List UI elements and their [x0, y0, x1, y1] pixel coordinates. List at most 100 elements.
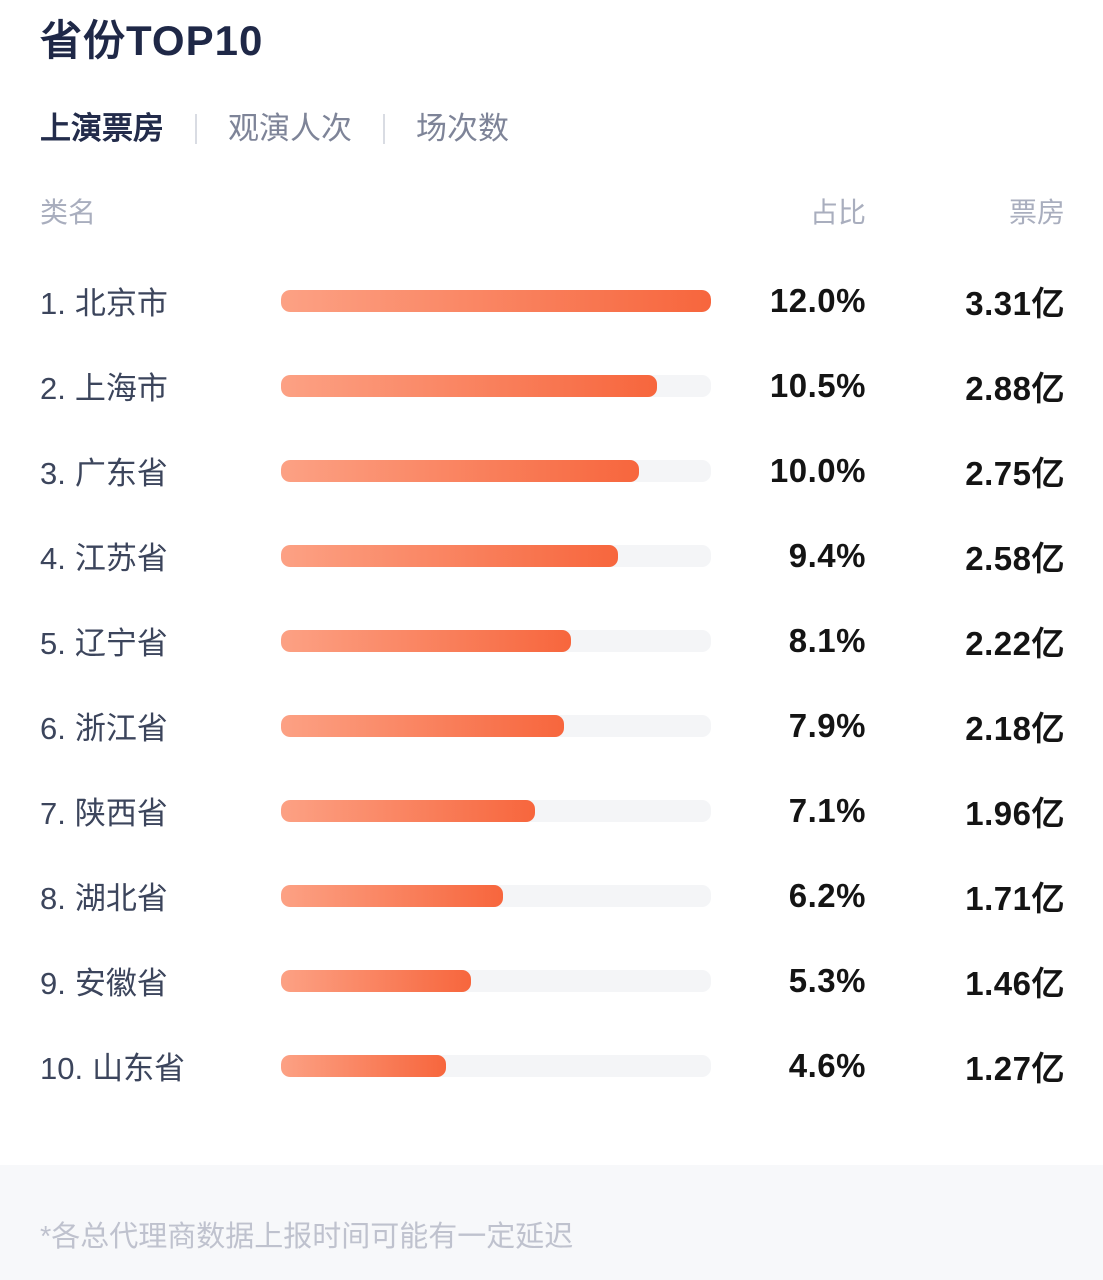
share-percent-value: 9.4% — [788, 536, 866, 574]
bar-fill — [281, 884, 504, 907]
bar-cell — [281, 374, 711, 397]
boxoffice-value: 2.58亿 — [965, 539, 1065, 577]
ranking-list: 1. 北京市 12.0% 3.31亿 2. 上海市 10.5% 2.88亿 3. 广东… — [40, 258, 1065, 1108]
table-row: 4. 江苏省 9.4% 2.58亿 — [40, 513, 1065, 598]
province-label: 1. 北京市 — [40, 278, 281, 323]
footer-note: *各总代理商数据上报时间可能有一定延迟 — [40, 1221, 574, 1253]
column-header-boxoffice: 票房 — [1008, 197, 1065, 228]
province-label: 3. 广东省 — [40, 448, 281, 493]
bar-cell — [281, 714, 711, 737]
bar-cell — [281, 544, 711, 567]
province-label: 10. 山东省 — [40, 1043, 281, 1088]
boxoffice-value: 2.75亿 — [965, 454, 1065, 492]
column-header-share: 占比 — [809, 197, 866, 228]
bar-fill — [281, 969, 471, 992]
rank-number: 4. — [40, 541, 66, 576]
share-percent-value: 6.2% — [788, 876, 866, 914]
province-label: 8. 湖北省 — [40, 873, 281, 918]
bar-fill — [281, 544, 618, 567]
table-row: 6. 浙江省 7.9% 2.18亿 — [40, 683, 1065, 768]
share-percent-value: 5.3% — [788, 961, 866, 999]
bar-track — [281, 884, 711, 907]
table-row: 10. 山东省 4.6% 1.27亿 — [40, 1023, 1065, 1108]
table-header: 类名 占比 票房 — [40, 196, 1065, 230]
bar-track — [281, 714, 711, 737]
table-row: 3. 广东省 10.0% 2.75亿 — [40, 428, 1065, 513]
bar-cell — [281, 969, 711, 992]
tab-bar: 上演票房 观演人次 场次数 — [40, 108, 1065, 150]
table-row: 2. 上海市 10.5% 2.88亿 — [40, 343, 1065, 428]
rank-number: 3. — [40, 456, 66, 491]
bar-track — [281, 374, 711, 397]
bar-fill — [281, 1054, 446, 1077]
share-percent-value: 7.1% — [788, 791, 866, 829]
bar-track — [281, 544, 711, 567]
column-header-name: 类名 — [40, 197, 97, 228]
share-percent-value: 7.9% — [788, 706, 866, 744]
province-label: 9. 安徽省 — [40, 958, 281, 1003]
boxoffice-value: 1.96亿 — [965, 794, 1065, 832]
bar-fill — [281, 289, 711, 312]
boxoffice-value: 1.71亿 — [965, 879, 1065, 917]
province-label: 2. 上海市 — [40, 363, 281, 408]
share-percent-value: 4.6% — [788, 1046, 866, 1084]
province-name: 上海市 — [74, 371, 168, 406]
bar-fill — [281, 629, 572, 652]
share-percent-value: 10.0% — [769, 451, 866, 489]
bar-cell — [281, 799, 711, 822]
boxoffice-value: 3.31亿 — [965, 284, 1065, 322]
province-top10-panel: 省份TOP10 上演票房 观演人次 场次数 类名 占比 票房 1. 北京市 12.… — [40, 17, 1065, 1108]
province-name: 浙江省 — [74, 711, 168, 746]
table-row: 9. 安徽省 5.3% 1.46亿 — [40, 938, 1065, 1023]
bar-fill — [281, 714, 565, 737]
province-name: 安徽省 — [74, 966, 168, 1001]
bar-cell — [281, 629, 711, 652]
share-percent-value: 8.1% — [788, 621, 866, 659]
province-name: 陕西省 — [74, 796, 168, 831]
province-name: 辽宁省 — [74, 626, 168, 661]
tab-audience-count[interactable]: 观演人次 — [228, 111, 352, 146]
bar-track — [281, 1054, 711, 1077]
rank-number: 5. — [40, 626, 66, 661]
table-row: 1. 北京市 12.0% 3.31亿 — [40, 258, 1065, 343]
share-percent-value: 10.5% — [769, 366, 866, 404]
rank-number: 9. — [40, 966, 66, 1001]
rank-number: 1. — [40, 286, 66, 321]
province-name: 湖北省 — [74, 881, 168, 916]
bar-track — [281, 629, 711, 652]
bar-track — [281, 289, 711, 312]
rank-number: 7. — [40, 796, 66, 831]
footer-note-bar: *各总代理商数据上报时间可能有一定延迟 — [0, 1165, 1103, 1280]
boxoffice-value: 2.22亿 — [965, 624, 1065, 662]
province-label: 5. 辽宁省 — [40, 618, 281, 663]
share-percent-value: 12.0% — [769, 281, 866, 319]
rank-number: 2. — [40, 371, 66, 406]
page-title: 省份TOP10 — [40, 17, 264, 64]
table-row: 7. 陕西省 7.1% 1.96亿 — [40, 768, 1065, 853]
province-name: 江苏省 — [74, 541, 168, 576]
bar-fill — [281, 459, 640, 482]
tab-show-count[interactable]: 场次数 — [416, 111, 509, 146]
table-row: 5. 辽宁省 8.1% 2.22亿 — [40, 598, 1065, 683]
province-label: 6. 浙江省 — [40, 703, 281, 748]
boxoffice-value: 1.27亿 — [965, 1049, 1065, 1087]
bar-cell — [281, 289, 711, 312]
tab-divider — [195, 114, 197, 144]
bar-track — [281, 459, 711, 482]
bar-cell — [281, 459, 711, 482]
boxoffice-value: 1.46亿 — [965, 964, 1065, 1002]
province-label: 4. 江苏省 — [40, 533, 281, 578]
rank-number: 6. — [40, 711, 66, 746]
bar-track — [281, 969, 711, 992]
province-name: 北京市 — [74, 286, 168, 321]
bar-fill — [281, 374, 658, 397]
province-name: 山东省 — [92, 1051, 186, 1086]
boxoffice-value: 2.88亿 — [965, 369, 1065, 407]
tab-performance-boxoffice[interactable]: 上演票房 — [40, 111, 164, 146]
bar-track — [281, 799, 711, 822]
tab-divider — [383, 114, 385, 144]
bar-cell — [281, 884, 711, 907]
bar-fill — [281, 799, 536, 822]
bar-cell — [281, 1054, 711, 1077]
province-label: 7. 陕西省 — [40, 788, 281, 833]
